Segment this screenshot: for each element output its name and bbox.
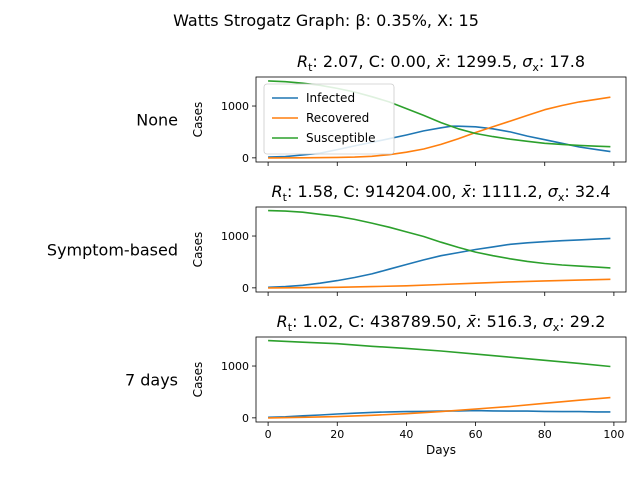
axes-frame <box>255 336 627 423</box>
y-tick-label: 0 <box>242 152 249 165</box>
panel-3: 7 days Rt: 1.02, C: 438789.50, x̄: 516.3,… <box>125 312 627 457</box>
y-tick-label: 0 <box>242 282 249 295</box>
y-tick-label: 1000 <box>221 360 249 373</box>
series-line-infected <box>268 237 611 289</box>
x-tick-label: 40 <box>399 428 413 441</box>
y-axis-label: Cases <box>191 232 205 268</box>
series-line-recovered <box>268 278 611 289</box>
x-tick-label: 20 <box>330 428 344 441</box>
y-tick-label: 1000 <box>221 100 249 113</box>
series-line-recovered <box>268 396 611 419</box>
legend: Infected Recovered Susceptible <box>263 83 395 155</box>
legend-label-infected: Infected <box>306 91 355 105</box>
y-tick-label: 1000 <box>221 230 249 243</box>
y-axis-label: Cases <box>191 102 205 138</box>
row-label: None <box>136 111 178 130</box>
axes-frame <box>255 76 627 163</box>
panel-2: Symptom-based Rt: 1.58, C: 914204.00, x̄:… <box>47 182 627 296</box>
y-tick-label: 0 <box>242 412 249 425</box>
x-tick-label: 60 <box>469 428 483 441</box>
y-axis-label: Cases <box>191 362 205 398</box>
panel-title: Rt: 2.07, C: 0.00, x̄: 1299.5, σx: 17.8 <box>297 52 585 74</box>
panel-1: None Rt: 2.07, C: 0.00, x̄: 1299.5, σx: 1… <box>136 52 627 166</box>
panel-title: Rt: 1.58, C: 914204.00, x̄: 1111.2, σx: … <box>272 182 611 204</box>
x-tick-label: 0 <box>265 428 272 441</box>
x-tick-label: 80 <box>538 428 552 441</box>
x-tick-label: 100 <box>603 428 624 441</box>
legend-label-recovered: Recovered <box>306 111 369 125</box>
figure-suptitle: Watts Strogatz Graph: β: 0.35%, X: 15 <box>173 11 479 30</box>
legend-box <box>263 83 395 155</box>
series-line-susceptible <box>268 209 611 269</box>
row-label: 7 days <box>125 371 178 390</box>
panels: None Rt: 2.07, C: 0.00, x̄: 1299.5, σx: 1… <box>47 52 627 457</box>
axes-frame <box>255 206 627 293</box>
series-line-recovered <box>268 96 611 159</box>
x-axis-label: Days <box>426 443 456 457</box>
series-line-susceptible <box>268 339 611 368</box>
row-label: Symptom-based <box>47 241 178 260</box>
panel-title: Rt: 1.02, C: 438789.50, x̄: 516.3, σx: 2… <box>277 312 606 334</box>
legend-label-susceptible: Susceptible <box>306 131 375 145</box>
